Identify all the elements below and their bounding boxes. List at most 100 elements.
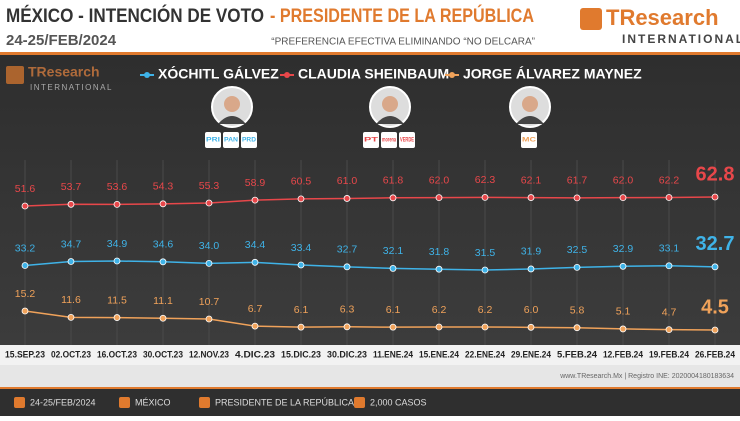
data-label: 33.1: [659, 243, 680, 255]
point: [21, 262, 29, 269]
point: [67, 200, 75, 208]
data-label: 62.0: [429, 174, 450, 186]
data-label: 31.8: [429, 246, 450, 258]
data-label: 10.7: [199, 296, 220, 308]
point: [435, 194, 443, 202]
footer-rule: [0, 387, 740, 389]
point: [711, 326, 719, 334]
point: [21, 307, 29, 315]
legend-label: XÓCHITL GÁLVEZ: [158, 65, 279, 82]
point: [159, 314, 167, 322]
party-label: VERDE: [400, 138, 414, 144]
series-line: [24, 196, 716, 207]
legend-marker: [144, 72, 150, 78]
data-label: 62.8: [696, 163, 735, 185]
data-label: 34.9: [107, 238, 128, 250]
point: [251, 258, 259, 266]
data-label: 58.9: [245, 177, 266, 189]
brand-small: TResearch: [28, 64, 100, 80]
footer-icon: [199, 397, 210, 408]
party-logo: [241, 132, 257, 148]
point: [159, 258, 167, 266]
footer-icon: [14, 397, 25, 408]
source: www.TResearch.Mx | Registro INE: 2020004…: [559, 373, 734, 380]
point: [573, 194, 581, 202]
x-tick-label: 30.OCT.23: [143, 349, 183, 359]
point: [481, 323, 489, 331]
data-label: 34.4: [245, 239, 266, 251]
x-tick-label: 12.NOV.23: [189, 349, 229, 359]
data-label: 61.7: [567, 175, 588, 187]
point: [113, 200, 121, 208]
party-label: PT: [364, 138, 379, 144]
data-label: 62.0: [613, 174, 634, 186]
point: [665, 262, 673, 270]
legend-label: CLAUDIA SHEINBAUM: [298, 66, 449, 82]
point: [205, 199, 213, 207]
data-label: 11.5: [107, 294, 127, 306]
data-label: 6.0: [524, 304, 539, 316]
chart-note: “PREFERENCIA EFECTIVA ELIMINANDO “NO DEL…: [271, 37, 535, 48]
x-tick-label: 15.DIC.23: [281, 349, 321, 359]
x-tick-label: 12.FEB.24: [603, 349, 643, 359]
party-logo: [205, 132, 221, 148]
x-tick-label: 15.SEP.23: [5, 349, 45, 359]
point: [435, 323, 443, 331]
legend-marker: [284, 72, 290, 78]
point: [251, 196, 259, 204]
footer-item: PRESIDENTE DE LA REPÚBLICA: [215, 397, 354, 407]
footer-icon: [354, 397, 365, 408]
point: [205, 315, 213, 323]
data-label: 6.2: [478, 304, 493, 316]
point: [711, 193, 719, 201]
data-label: 32.5: [567, 244, 588, 256]
data-label: 31.9: [521, 246, 542, 258]
data-label: 34.7: [61, 238, 82, 250]
data-label: 32.7: [337, 244, 358, 256]
point: [389, 265, 397, 272]
data-label: 34.6: [153, 239, 174, 251]
data-label: 62.2: [659, 174, 680, 186]
data-label: 61.8: [383, 175, 404, 187]
x-tick-label: 15.ENE.24: [419, 349, 459, 359]
party-label: PRD: [242, 138, 257, 144]
point: [481, 266, 489, 274]
point: [573, 324, 581, 332]
party-label: MC: [522, 138, 537, 144]
data-label: 51.6: [15, 183, 36, 195]
point: [527, 265, 535, 273]
data-label: 55.3: [199, 180, 220, 192]
point: [665, 326, 673, 334]
data-label: 11.6: [61, 294, 81, 306]
chart-subtitle: 24-25/FEB/2024: [6, 32, 117, 49]
data-label: 54.3: [153, 181, 174, 193]
point: [205, 259, 213, 267]
data-label: 32.1: [383, 245, 404, 257]
data-label: 32.7: [696, 233, 735, 255]
party-label: PAN: [224, 138, 238, 144]
point: [67, 258, 75, 265]
x-tick-label: 19.FEB.24: [649, 349, 689, 359]
data-label: 33.2: [15, 242, 36, 254]
point: [343, 195, 351, 202]
x-tick-label: 30.DIC.23: [327, 349, 367, 359]
x-tick-label: 29.ENE.24: [511, 349, 551, 359]
x-tick-label: 26.FEB.24: [695, 349, 735, 359]
brand-icon-small: [6, 66, 24, 84]
party-logo: [223, 132, 239, 148]
brand-icon: [580, 8, 602, 30]
party-logo: [399, 132, 415, 148]
x-tick-label: 4.DIC.23: [235, 349, 275, 359]
point: [343, 323, 351, 331]
data-label: 4.5: [701, 296, 729, 318]
brand-sub: INTERNATIONAL: [622, 32, 740, 46]
data-label: 5.1: [616, 306, 631, 318]
footer-item: 24-25/FEB/2024: [30, 397, 96, 407]
data-label: 61.0: [337, 175, 358, 187]
point: [481, 194, 489, 201]
data-label: 6.7: [248, 303, 263, 315]
legend-label: JORGE ÁLVAREZ MAYNEZ: [463, 66, 642, 82]
candidate-body: [376, 116, 404, 124]
data-label: 4.7: [662, 306, 677, 318]
